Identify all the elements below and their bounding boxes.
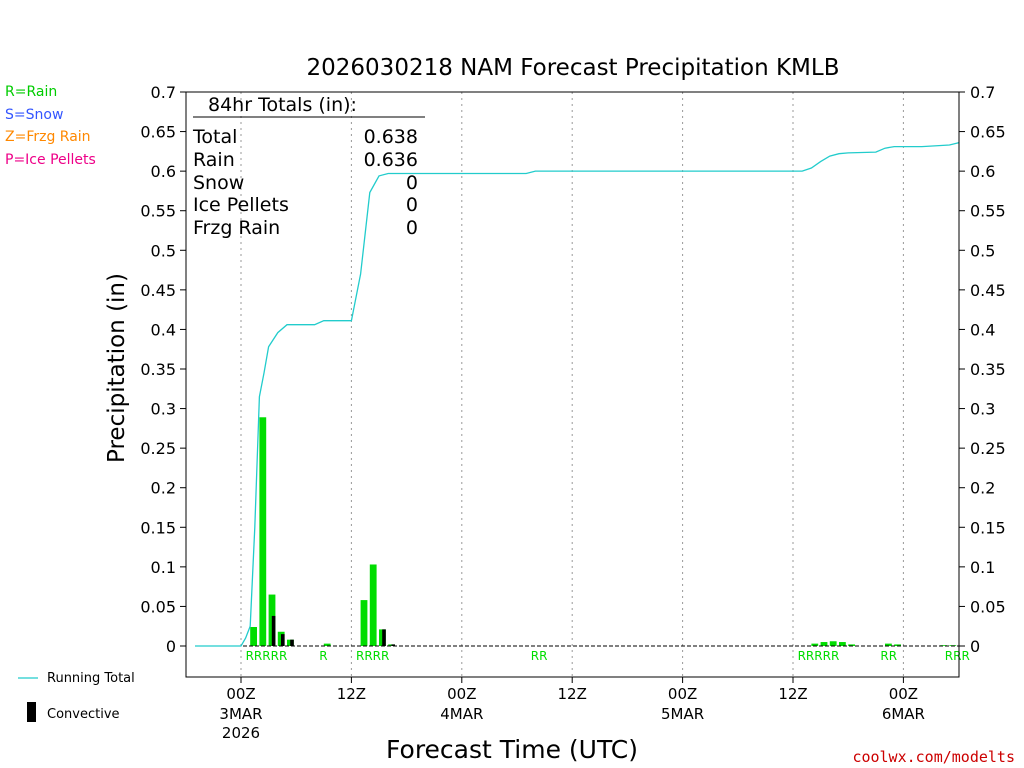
precip-bar — [323, 643, 331, 646]
bottom-legend: Running Total Convective — [18, 671, 135, 722]
convective-swatch — [27, 702, 36, 722]
y-tick-label-left: 0.55 — [140, 202, 176, 221]
y-tick-label-right: 0.55 — [970, 202, 1006, 221]
precip-type-label: R — [319, 649, 327, 663]
y-tick-label-right: 0.3 — [970, 400, 995, 419]
y-tick-label-right: 0.2 — [970, 479, 995, 498]
y-tick-label-left: 0.35 — [140, 360, 176, 379]
y-tick-label-right: 0.05 — [970, 597, 1006, 616]
x-tick-date-label: 4MAR — [440, 705, 483, 723]
precip-bar — [894, 644, 901, 646]
plot-frame — [185, 91, 960, 678]
x-tick-label: 12Z — [337, 685, 366, 703]
totals-value-frzg-rain: 0 — [406, 217, 418, 239]
convective-bar — [290, 639, 294, 646]
totals-label-frzg-rain: Frzg Rain — [193, 217, 280, 239]
precip-type-label: RR — [880, 649, 897, 663]
y-tick-label-right: 0.7 — [970, 83, 995, 102]
y-tick-label-left: 0 — [166, 637, 176, 656]
y-tick-label-right: 0.25 — [970, 439, 1006, 458]
y-tick-label-left: 0.5 — [151, 241, 176, 260]
convective-bar — [281, 634, 285, 646]
precip-bar — [369, 564, 377, 646]
y-axis-label: Precipitation (in) — [104, 273, 130, 463]
precip-type-legend: R=Rain S=Snow Z=Frzg Rain P=Ice Pellets — [5, 84, 96, 168]
y-tick-label-left: 0.65 — [140, 123, 176, 142]
y-tick-label-right: 0.35 — [970, 360, 1006, 379]
precip-type-label: RRRRR — [798, 649, 840, 663]
precip-type-label: RRRRR — [246, 649, 288, 663]
precip-bar — [885, 643, 892, 646]
convective-legend-label: Convective — [47, 707, 120, 722]
totals-box: 84hr Totals (in): Total 0.638 Rain 0.636… — [192, 94, 425, 239]
totals-header: 84hr Totals (in): — [208, 94, 357, 116]
convective-bar — [271, 615, 276, 646]
precip-type-label: RR — [531, 649, 548, 663]
y-tick-label-left: 0.45 — [140, 281, 176, 300]
y-tick-label-right: 0.15 — [970, 518, 1006, 537]
precip-bar — [811, 643, 819, 646]
legend-snow: S=Snow — [5, 107, 63, 123]
totals-label-snow: Snow — [193, 172, 244, 194]
totals-label-rain: Rain — [193, 149, 235, 171]
precip-bar — [820, 642, 828, 646]
y-tick-label-left: 0.1 — [151, 558, 176, 577]
x-tick-date-label: 3MAR — [219, 705, 262, 723]
convective-bar — [391, 644, 395, 646]
precip-type-label: RRRR — [356, 649, 389, 663]
credit-label: coolwx.com/modelts — [852, 748, 1015, 766]
y-tick-label-left: 0.2 — [151, 479, 176, 498]
totals-label-total: Total — [192, 126, 237, 148]
y-tick-label-right: 0.45 — [970, 281, 1006, 300]
running-total-legend-label: Running Total — [47, 671, 135, 686]
x-tick-year-label: 2026 — [222, 724, 260, 742]
precip-bar — [250, 627, 257, 646]
y-tick-label-right: 0.4 — [970, 320, 995, 339]
y-tick-label-right: 0.1 — [970, 558, 995, 577]
precip-type-label: RRR — [945, 649, 970, 663]
x-axis-label: Forecast Time (UTC) — [386, 735, 638, 764]
x-tick-date-label: 5MAR — [661, 705, 704, 723]
x-tick-label: 12Z — [778, 685, 807, 703]
totals-label-ice-pellets: Ice Pellets — [193, 194, 289, 216]
convective-bar — [382, 629, 386, 646]
running-total-line — [195, 141, 960, 647]
totals-value-ice-pellets: 0 — [406, 194, 418, 216]
precip-bar — [940, 645, 947, 646]
x-tick-date-label: 6MAR — [882, 705, 925, 723]
x-tick-label: 12Z — [558, 685, 587, 703]
chart-title: 2026030218 NAM Forecast Precipitation KM… — [307, 55, 840, 81]
y-tick-label-left: 0.25 — [140, 439, 176, 458]
y-tick-label-right: 0 — [970, 637, 980, 656]
precip-bar — [839, 642, 846, 646]
y-tick-label-right: 0.5 — [970, 241, 995, 260]
x-tick-label: 00Z — [226, 685, 255, 703]
x-tick-label: 00Z — [668, 685, 697, 703]
y-tick-label-right: 0.65 — [970, 123, 1006, 142]
precip-bar — [829, 641, 837, 646]
y-tick-label-left: 0.4 — [151, 320, 176, 339]
x-tick-label: 00Z — [889, 685, 918, 703]
y-tick-label-left: 0.7 — [151, 83, 176, 102]
totals-value-snow: 0 — [406, 172, 418, 194]
y-tick-label-left: 0.05 — [140, 597, 176, 616]
totals-value-rain: 0.636 — [364, 149, 418, 171]
y-tick-label-left: 0.15 — [140, 518, 176, 537]
precip-bar — [360, 600, 368, 646]
precip-bar — [259, 417, 267, 646]
y-tick-label-left: 0.3 — [151, 400, 176, 419]
y-tick-label-right: 0.6 — [970, 162, 995, 181]
x-tick-label: 00Z — [447, 685, 476, 703]
y-tick-label-left: 0.6 — [151, 162, 176, 181]
legend-ice-pellets: P=Ice Pellets — [5, 152, 96, 168]
totals-value-total: 0.638 — [364, 126, 418, 148]
legend-rain: R=Rain — [5, 84, 57, 100]
legend-frzg-rain: Z=Frzg Rain — [5, 129, 91, 145]
precip-bar — [848, 644, 855, 646]
